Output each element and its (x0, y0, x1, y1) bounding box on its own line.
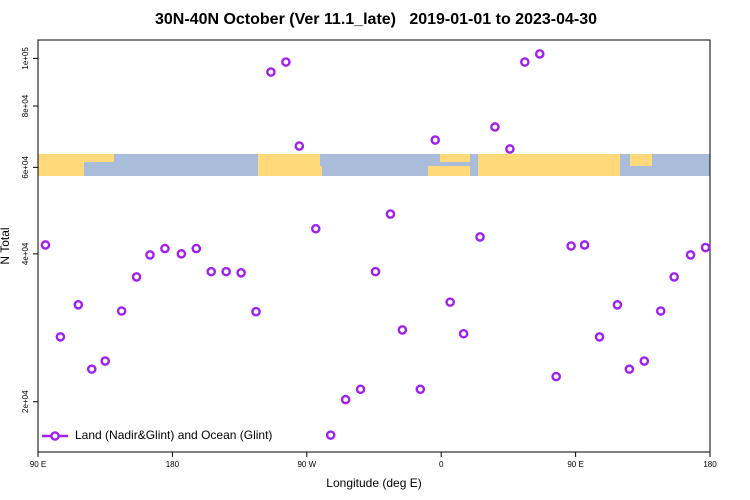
x-tick-label: 90 W (297, 460, 316, 469)
data-point (281, 57, 291, 67)
x-tick-label: 90 E (567, 460, 583, 469)
data-point (145, 250, 155, 260)
data-point (340, 394, 351, 405)
data-point (534, 49, 545, 59)
data-point (475, 232, 485, 242)
data-point (612, 300, 623, 310)
data-point (579, 240, 590, 250)
data-point (370, 266, 381, 277)
x-tick-label: 0 (439, 460, 444, 469)
data-point (594, 332, 605, 342)
data-point (294, 141, 305, 151)
legend-marker (50, 431, 60, 441)
data-point (116, 306, 127, 316)
data-point (236, 267, 246, 278)
y-tick-label: 8e+04 (21, 94, 30, 117)
data-point (430, 135, 441, 145)
data-point (266, 67, 276, 77)
data-point (624, 364, 635, 374)
data-point (176, 249, 187, 259)
data-point (191, 243, 202, 254)
data-point (669, 272, 679, 282)
data-point (325, 430, 336, 440)
data-point (86, 364, 97, 374)
data-point (206, 266, 217, 277)
data-point (385, 209, 396, 219)
y-tick-label: 1e+05 (21, 47, 30, 70)
data-point (655, 306, 666, 316)
data-point (40, 240, 51, 250)
data-point (221, 266, 231, 277)
data-point (505, 144, 515, 154)
data-point (160, 243, 170, 254)
chart-title: 30N-40N October (Ver 11.1_late) 2019-01-… (155, 11, 597, 28)
y-axis-label: N Total (0, 227, 12, 264)
x-axis-label: Longitude (deg E) (326, 476, 421, 490)
data-point (445, 297, 455, 307)
y-tick-label: 4e+04 (21, 242, 30, 265)
map-strip (38, 154, 710, 176)
data-point (639, 356, 650, 366)
data-point (251, 306, 261, 317)
data-point (520, 57, 530, 67)
data-point (100, 356, 110, 366)
data-point (566, 241, 576, 251)
x-tick-label: 180 (166, 460, 180, 469)
x-tick-label: 90 E (30, 460, 46, 469)
data-point (700, 242, 711, 253)
data-point (55, 332, 66, 342)
data-point (415, 384, 426, 395)
data-point (397, 325, 408, 335)
data-point (73, 300, 84, 310)
data-point (310, 223, 321, 234)
plot-frame (37, 39, 711, 453)
y-tick-label: 2e+04 (21, 390, 30, 413)
data-point (131, 272, 142, 282)
data-point (355, 384, 366, 395)
legend-label: Land (Nadir&Glint) and Ocean (Glint) (75, 428, 272, 442)
y-tick-label: 6e+04 (21, 156, 30, 179)
data-point (685, 250, 696, 260)
data-point (551, 371, 561, 382)
data-point (490, 122, 500, 132)
x-tick-label: 180 (703, 460, 717, 469)
data-point (458, 328, 469, 339)
